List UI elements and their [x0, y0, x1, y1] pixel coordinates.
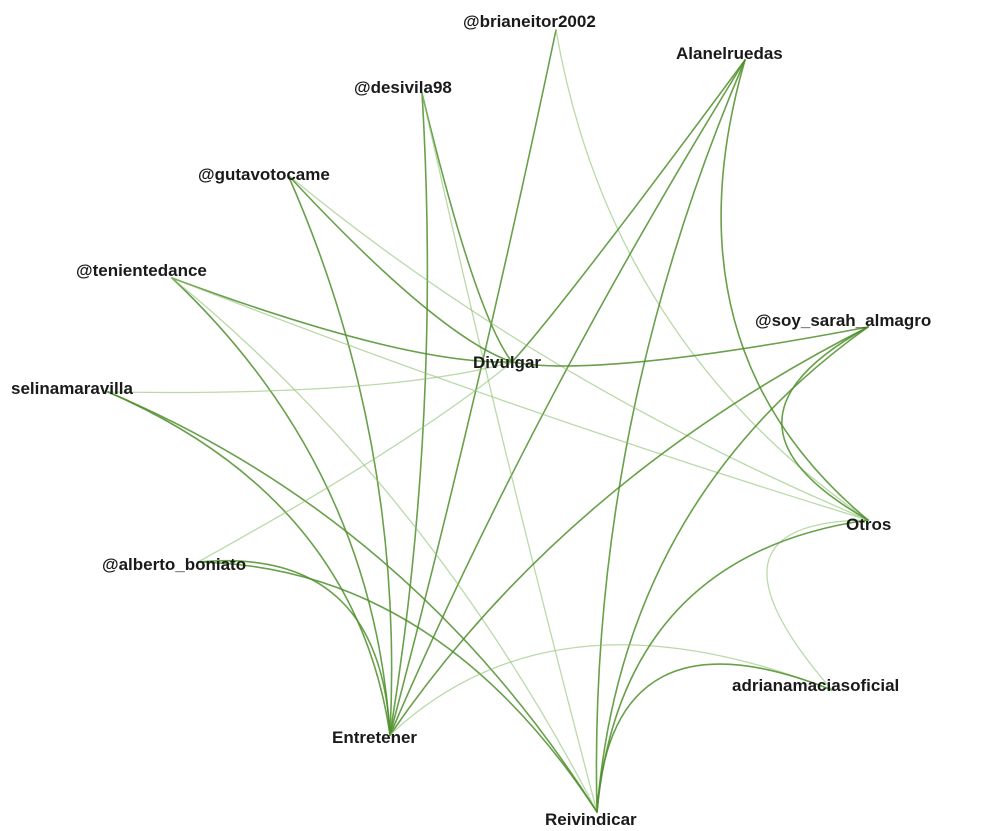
label-layer: @brianeitor2002 Alanelruedas @desivila98…: [11, 12, 931, 829]
edge-desivila-divulgar: [421, 92, 513, 363]
edge-gutavo-entretener: [287, 174, 393, 736]
edge-sarah-divulgar: [511, 326, 869, 367]
edge-alberto-divulgar: [197, 361, 513, 563]
edge-adriana-entretener: [389, 644, 833, 736]
edge-sarah-reivindicar: [596, 326, 869, 813]
edge-brianeitor-entretener: [389, 29, 557, 736]
edge-desivila-entretener: [389, 92, 429, 736]
edge-teniente-divulgar: [171, 277, 513, 363]
node-label-teniente[interactable]: @tenientedance: [76, 261, 207, 280]
edge-alanel-divulgar: [511, 59, 746, 363]
edge-alberto-reivindicar: [197, 561, 598, 813]
edge-desivila-reivindicar: [421, 92, 598, 813]
node-label-divulgar[interactable]: Divulgar: [473, 353, 541, 372]
edge-gutavo-otros: [287, 174, 869, 521]
node-label-entretener[interactable]: Entretener: [332, 728, 417, 747]
edge-sarah-entretener: [389, 326, 869, 736]
edge-gutavo-divulgar: [287, 174, 513, 363]
node-label-alberto[interactable]: @alberto_boniato: [102, 555, 246, 574]
edge-alberto-entretener: [197, 560, 391, 736]
edge-selina-reivindicar: [107, 391, 598, 813]
node-label-gutavo[interactable]: @gutavotocame: [198, 165, 330, 184]
node-label-alanel[interactable]: Alanelruedas: [676, 44, 783, 63]
edge-otros-reivindicar: [596, 519, 869, 813]
node-label-desivila[interactable]: @desivila98: [354, 78, 452, 97]
edge-sarah-otros: [781, 326, 869, 521]
node-label-adriana[interactable]: adrianamaciasoficial: [732, 676, 899, 695]
edge-teniente-reivindicar: [171, 277, 598, 813]
node-label-sarah[interactable]: @soy_sarah_almagro: [755, 311, 931, 330]
edge-layer: [107, 29, 869, 813]
edge-alanel-otros: [720, 59, 869, 521]
node-label-otros[interactable]: Otros: [846, 515, 891, 534]
edge-alanel-entretener: [389, 59, 746, 736]
edge-teniente-entretener: [171, 277, 391, 736]
edge-alanel-reivindicar: [595, 59, 746, 813]
node-label-brianeitor[interactable]: @brianeitor2002: [463, 12, 596, 31]
node-label-selina[interactable]: selinamaravilla: [11, 379, 133, 398]
edge-adriana-otros: [766, 519, 869, 691]
edge-teniente-otros: [171, 277, 869, 521]
edge-selina-entretener: [107, 391, 391, 736]
edge-selina-divulgar: [107, 361, 513, 394]
node-label-reivindicar[interactable]: Reivindicar: [545, 810, 637, 829]
